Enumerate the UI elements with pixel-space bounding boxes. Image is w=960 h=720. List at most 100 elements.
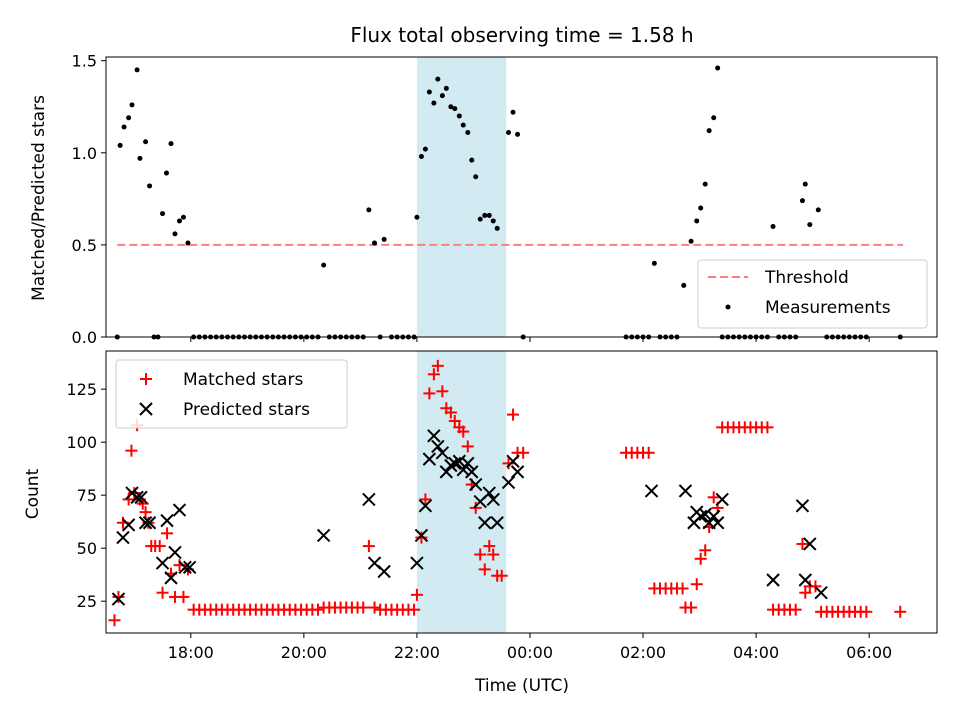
predicted-star-point — [644, 484, 659, 498]
matched-star-point — [423, 387, 436, 400]
matched-star-point — [153, 540, 166, 553]
measurement-point — [185, 240, 191, 246]
measurement-point — [494, 225, 500, 231]
predicted-star-point — [710, 516, 725, 530]
matched-star-point — [156, 586, 169, 599]
bottom-y-ticks: 25 50 75 100 125 — [66, 380, 106, 611]
matched-star-point — [125, 444, 138, 457]
matched-star-point — [799, 586, 812, 599]
matched-star-point — [894, 605, 907, 618]
matched-star-point — [415, 531, 428, 544]
predicted-star-point — [142, 516, 157, 530]
matched-star-point — [408, 603, 421, 616]
matched-star-point — [419, 493, 432, 506]
predicted-star-point — [814, 586, 828, 600]
measurement-point — [802, 181, 808, 187]
predicted-star-point — [116, 530, 130, 545]
measurement-point — [372, 240, 378, 246]
predicted-star-point — [456, 463, 470, 477]
matched-star-point — [642, 446, 655, 459]
measurement-point — [443, 85, 449, 91]
matched-star-point — [487, 548, 500, 561]
measurement-point — [460, 122, 466, 128]
matched-star-point — [860, 605, 873, 618]
matched-star-point — [112, 590, 125, 603]
top-ytick-label: 1.0 — [72, 144, 97, 163]
predicted-star-point — [490, 516, 504, 530]
matched-star-point — [478, 563, 491, 576]
bottom-ytick-label: 50 — [77, 539, 97, 558]
measurement-point — [807, 222, 813, 228]
predicted-stars-points — [111, 429, 828, 606]
matched-star-point — [357, 601, 370, 614]
top-y-ticks: 0.0 0.5 1.0 1.5 — [72, 52, 106, 347]
xtick-label: 00:00 — [507, 643, 553, 662]
xtick-label: 20:00 — [281, 643, 327, 662]
legend-predicted-label: Predicted stars — [183, 400, 310, 420]
predicted-star-point — [510, 465, 525, 479]
predicted-star-point — [482, 486, 496, 500]
top-ytick-label: 0.0 — [72, 328, 97, 347]
xtick-label: 06:00 — [846, 643, 892, 662]
predicted-star-point — [431, 439, 445, 454]
measurement-point — [143, 139, 149, 145]
predicted-star-point — [134, 490, 148, 505]
predicted-star-point — [461, 456, 475, 471]
measurement-point — [456, 113, 462, 119]
count-panel: 25 50 75 100 125 18:00 20:00 22:00 00:00 02:00 04… — [23, 350, 938, 696]
legend-matched-label: Matched stars — [183, 370, 303, 390]
measurement-point — [473, 174, 479, 180]
measurement-point — [129, 102, 135, 108]
top-legend: Threshold Measurements — [697, 259, 928, 329]
matched-star-point — [431, 359, 444, 372]
bottom-ytick-label: 25 — [77, 592, 97, 611]
measurement-point — [422, 146, 428, 152]
measurement-point — [482, 212, 488, 218]
matched-star-point — [139, 506, 152, 519]
matched-star-point — [177, 590, 190, 603]
measurement-point — [435, 76, 441, 82]
measurement-point — [510, 109, 516, 115]
measurement-point — [321, 262, 327, 268]
measurement-point — [711, 115, 717, 121]
legend-predicted-swatch — [139, 402, 153, 416]
measurement-point — [137, 155, 143, 161]
measurement-point — [452, 106, 458, 112]
matched-star-point — [707, 491, 720, 504]
matched-star-point — [502, 457, 515, 470]
measurement-point — [770, 223, 776, 229]
matched-star-point — [809, 580, 822, 593]
predicted-star-point — [798, 573, 812, 587]
measurement-point — [168, 141, 174, 147]
matched-star-point — [507, 408, 520, 421]
bottom-ytick-label: 125 — [66, 380, 97, 399]
predicted-star-point — [427, 429, 441, 443]
measurement-point — [477, 216, 483, 222]
ratio-panel: 0.0 0.5 1.0 1.5 Flux total observing time =… — [29, 23, 938, 347]
matched-star-point — [161, 527, 174, 540]
predicted-star-point — [444, 458, 458, 473]
xtick-label: 22:00 — [394, 643, 440, 662]
highlight-span — [416, 57, 507, 337]
legend-measurements-label: Measurements — [765, 298, 891, 318]
x-axis-label: Time (UTC) — [474, 676, 569, 696]
predicted-star-point — [182, 560, 197, 574]
measurement-point — [515, 131, 521, 137]
measurement-point — [688, 238, 694, 244]
legend-matched-swatch — [140, 373, 152, 385]
predicted-star-point — [678, 484, 693, 498]
matched-star-point — [410, 588, 423, 601]
measurement-point — [651, 260, 657, 266]
predicted-star-point — [410, 556, 424, 570]
matched-star-point — [483, 540, 496, 553]
predicted-star-point — [803, 537, 817, 551]
predicted-star-point — [715, 492, 729, 507]
legend-threshold-label: Threshold — [764, 268, 849, 288]
top-ytick-label: 0.5 — [72, 236, 97, 255]
predicted-star-point — [316, 528, 331, 543]
predicted-star-point — [168, 545, 182, 560]
measurement-point — [180, 214, 186, 220]
measurement-point — [486, 212, 492, 218]
predicted-star-point — [435, 446, 450, 460]
